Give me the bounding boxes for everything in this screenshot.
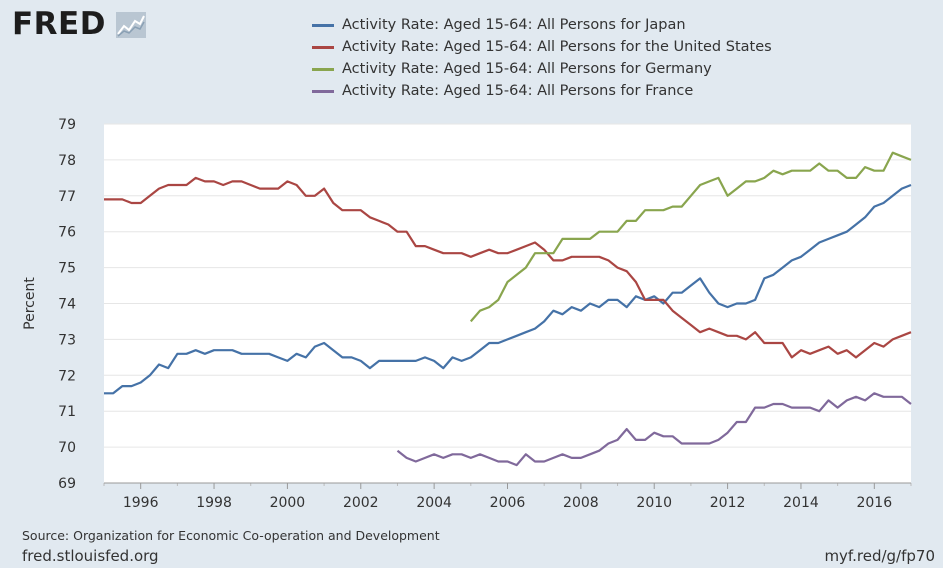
y-tick-label: 76 <box>58 225 76 241</box>
line-chart-icon <box>116 12 146 38</box>
x-tick-label: 2000 <box>270 495 306 511</box>
legend-swatch <box>312 67 334 71</box>
legend-item[interactable]: Activity Rate: Aged 15-64: All Persons f… <box>312 14 772 36</box>
legend-item[interactable]: Activity Rate: Aged 15-64: All Persons f… <box>312 58 772 80</box>
y-tick-label: 75 <box>58 261 76 277</box>
chart-legend: Activity Rate: Aged 15-64: All Persons f… <box>312 14 772 102</box>
x-tick-label: 2016 <box>856 495 892 511</box>
y-tick-label: 78 <box>58 153 76 169</box>
legend-label: Activity Rate: Aged 15-64: All Persons f… <box>342 17 686 33</box>
series-line-0 <box>104 183 912 395</box>
x-tick-label: 1998 <box>196 495 232 511</box>
legend-swatch <box>312 45 334 49</box>
legend-label: Activity Rate: Aged 15-64: All Persons f… <box>342 61 712 77</box>
series-line-3 <box>396 392 912 467</box>
y-tick-label: 71 <box>58 404 76 420</box>
y-tick-label: 73 <box>58 332 76 348</box>
x-tick-label: 2004 <box>416 495 452 511</box>
x-tick-label: 2010 <box>636 495 672 511</box>
series-line-1 <box>104 176 912 359</box>
legend-item[interactable]: Activity Rate: Aged 15-64: All Persons f… <box>312 80 772 102</box>
x-tick-label: 2002 <box>343 495 379 511</box>
y-tick-label: 74 <box>58 297 76 313</box>
x-tick-label: 2014 <box>783 495 819 511</box>
series-line-2 <box>469 151 912 323</box>
legend-swatch <box>312 23 334 27</box>
y-tick-label: 70 <box>58 440 76 456</box>
legend-item[interactable]: Activity Rate: Aged 15-64: All Persons f… <box>312 36 772 58</box>
legend-swatch <box>312 89 334 93</box>
source-note: Source: Organization for Economic Co-ope… <box>22 528 440 543</box>
y-tick-label: 77 <box>58 189 76 205</box>
y-tick-label: 79 <box>58 117 76 133</box>
y-tick-label: 69 <box>58 476 76 492</box>
y-tick-label: 72 <box>58 368 76 384</box>
x-tick-label: 2008 <box>563 495 599 511</box>
short-link[interactable]: myf.red/g/fp70 <box>824 547 935 565</box>
site-link[interactable]: fred.stlouisfed.org <box>22 547 159 565</box>
x-tick-label: 2012 <box>710 495 746 511</box>
x-tick-label: 1996 <box>123 495 159 511</box>
brand-name: FRED <box>12 6 106 42</box>
x-tick-label: 2006 <box>490 495 526 511</box>
legend-label: Activity Rate: Aged 15-64: All Persons f… <box>342 39 772 55</box>
y-axis-label: Percent <box>22 277 38 330</box>
legend-label: Activity Rate: Aged 15-64: All Persons f… <box>342 83 694 99</box>
